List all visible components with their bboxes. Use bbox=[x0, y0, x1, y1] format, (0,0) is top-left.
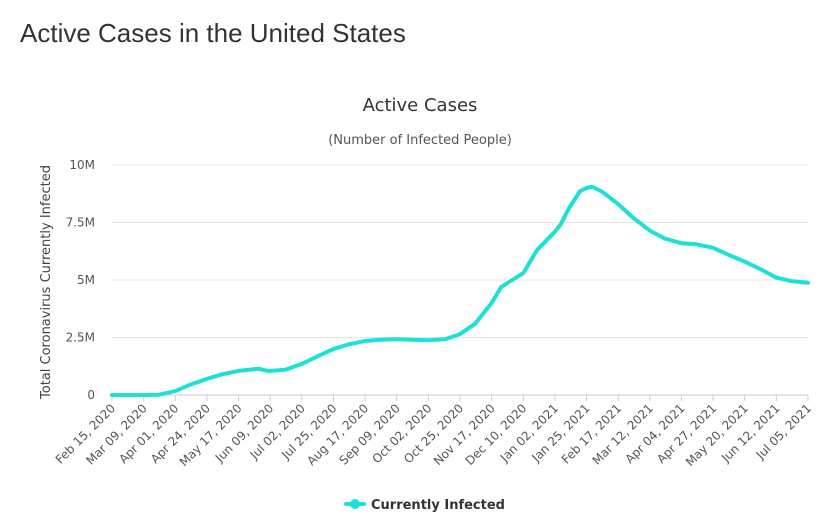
legend-marker-icon bbox=[350, 499, 360, 509]
chart-subtitle: (Number of Infected People) bbox=[328, 133, 512, 148]
page-title: Active Cases in the United States bbox=[20, 18, 406, 48]
series-line-currently-infected[interactable] bbox=[110, 184, 810, 397]
y-tick-label: 10M bbox=[69, 158, 95, 172]
y-axis-ticks: 0 2.5M 5M 7.5M 10M bbox=[66, 158, 95, 402]
y-axis-title: Total Coronavirus Currently Infected bbox=[39, 165, 54, 400]
y-tick-label: 0 bbox=[87, 388, 95, 402]
y-tick-label: 7.5M bbox=[66, 216, 95, 230]
legend-label: Currently Infected bbox=[371, 498, 505, 513]
x-tick-label: Jul 05, 2021 bbox=[753, 401, 814, 462]
legend[interactable]: Currently Infected bbox=[344, 498, 505, 513]
series-layer bbox=[110, 184, 810, 397]
y-tick-label: 2.5M bbox=[66, 331, 95, 345]
y-tick-label: 5M bbox=[77, 273, 95, 287]
gridlines bbox=[112, 164, 808, 396]
chart-title: Active Cases bbox=[363, 95, 478, 116]
